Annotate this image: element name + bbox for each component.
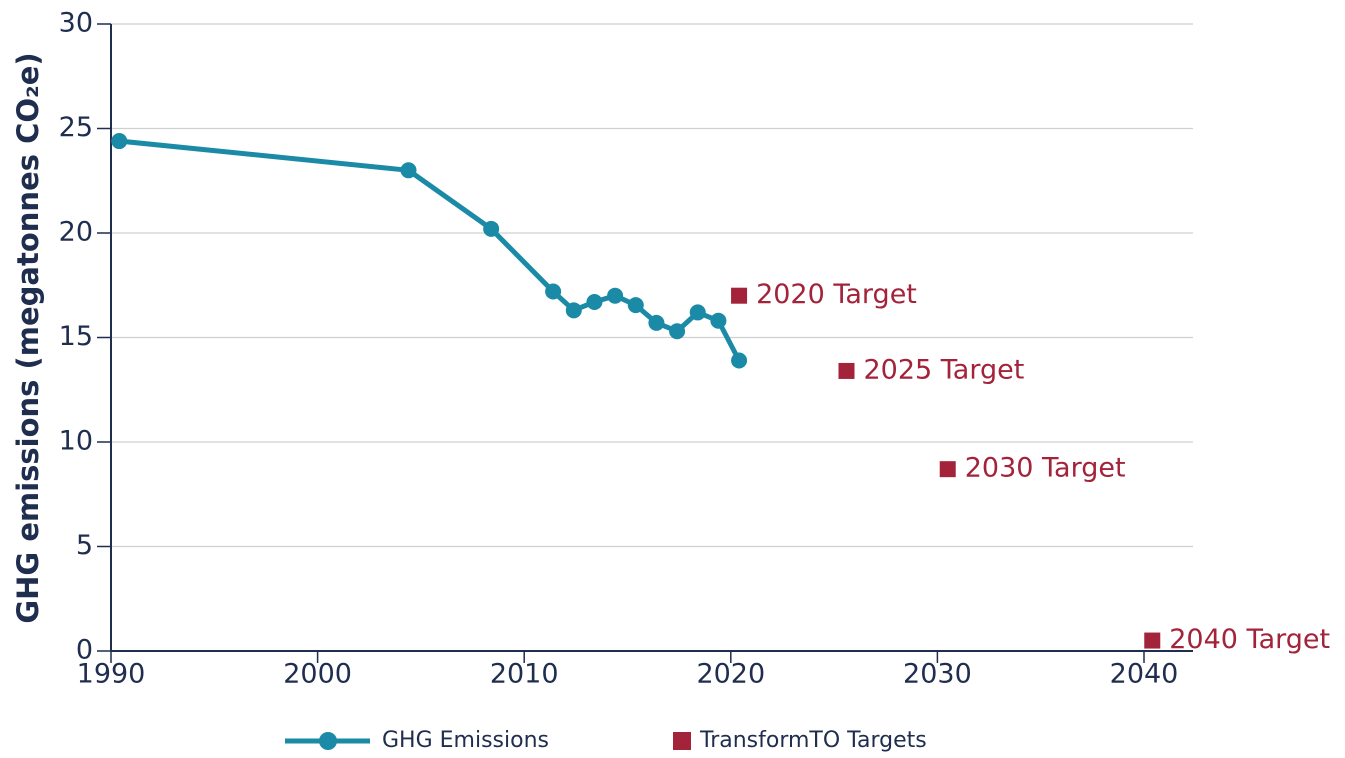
target-marker [731,287,748,304]
y-axis-label: GHG emissions (megatonnes CO₂e) [11,52,45,623]
emissions-point [669,323,686,340]
emissions-point [111,133,128,150]
legend-square [673,732,691,750]
y-tick-label: 0 [76,635,93,666]
y-tick-label: 5 [76,530,93,561]
emissions-point [607,287,624,304]
target-marker [939,461,956,478]
x-tick-label: 2040 [1110,659,1179,690]
target-marker [838,362,855,379]
emissions-point [545,283,562,300]
emissions-point [565,302,582,319]
legend-label: GHG Emissions [382,728,549,753]
x-tick-label: 1990 [77,659,146,690]
emissions-point [627,297,644,314]
emissions-point [586,293,603,310]
emissions-point [689,304,706,321]
x-tick-label: 2020 [696,659,765,690]
x-tick-label: 2000 [283,659,352,690]
emissions-point [400,162,417,179]
y-tick-label: 15 [59,321,93,352]
emissions-line [119,138,742,362]
emissions-point [483,220,500,237]
emissions-point [648,314,665,331]
target-label: 2020 Target [756,279,917,310]
x-tick-label: 2010 [490,659,559,690]
emissions-point [710,312,727,329]
legend-dot [319,732,337,750]
y-tick-label: 30 [59,8,93,39]
target-label: 2025 Target [863,354,1024,385]
y-tick-label: 25 [59,112,93,143]
target-marker [1144,632,1161,649]
emissions-point [731,352,748,369]
target-label: 2040 Target [1169,624,1330,655]
x-tick-label: 2030 [903,659,972,690]
y-tick-label: 20 [59,217,93,248]
y-tick-label: 10 [59,426,93,457]
target-label: 2030 Target [965,453,1126,484]
legend-label: TransformTO Targets [699,728,927,753]
